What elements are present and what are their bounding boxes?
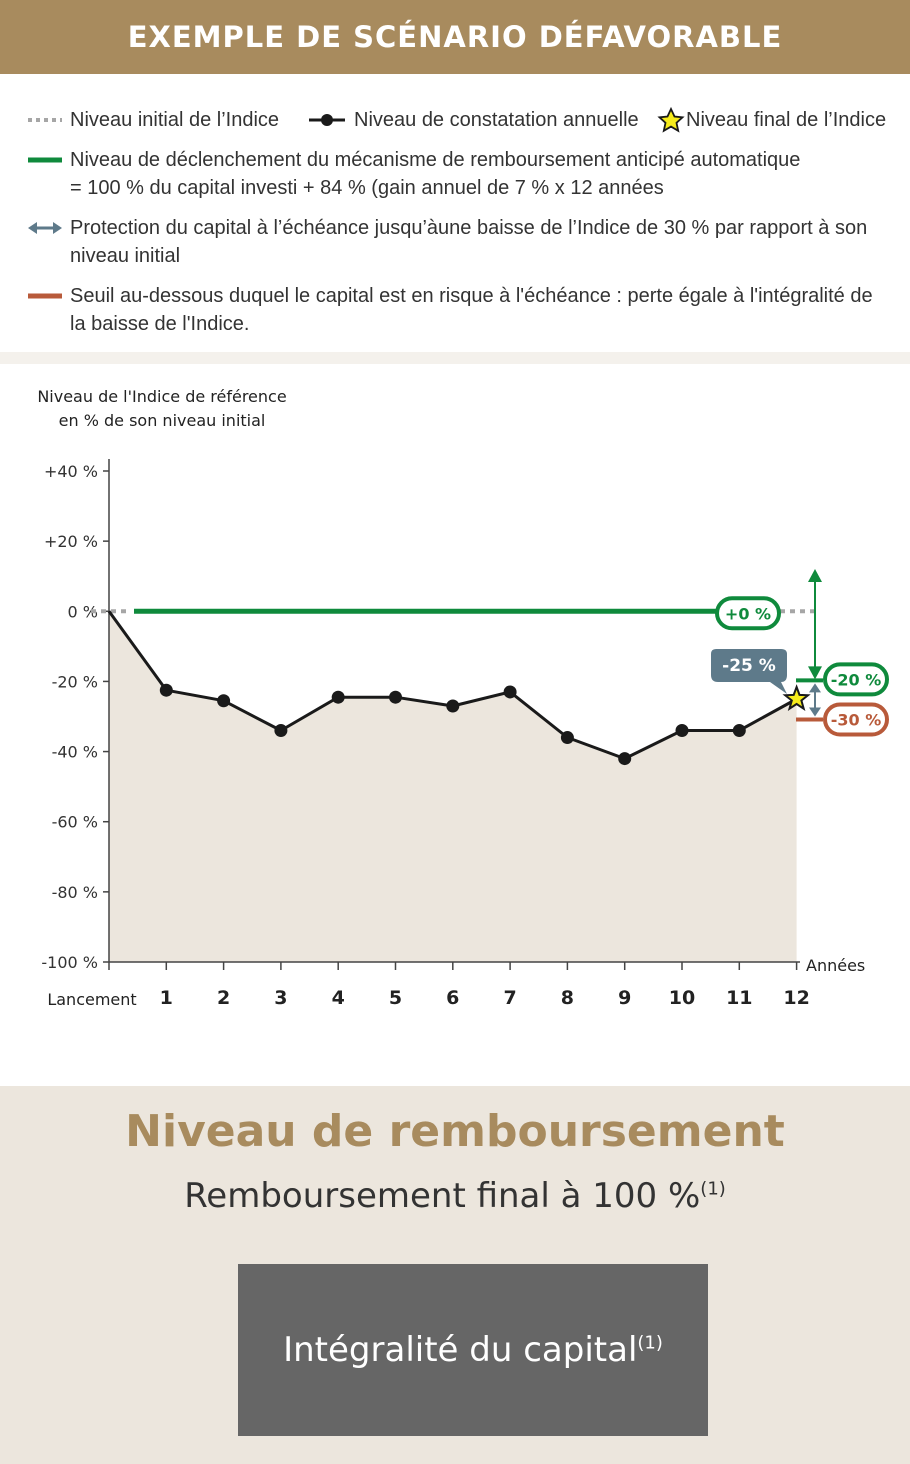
line-dot-icon	[309, 114, 345, 126]
legend-protection: Protection du capital à l’échéance jusqu…	[26, 214, 867, 270]
threshold-label-box	[823, 702, 889, 737]
y-tick-label: -60 %	[52, 813, 98, 832]
trigger-label-box	[715, 596, 781, 631]
data-point	[675, 724, 689, 738]
data-point	[331, 690, 345, 704]
footnote-ref: (1)	[637, 1332, 663, 1354]
x-tick-label-lancement: Lancement	[47, 990, 136, 1009]
red-line-icon	[28, 293, 62, 299]
data-point	[618, 752, 632, 766]
y-axis-title-2: en % de son niveau initial	[59, 411, 266, 430]
footnote-ref: (1)	[700, 1178, 726, 1200]
small-arrow-up	[809, 683, 821, 693]
repayment-title: Niveau de remboursement	[125, 1106, 785, 1157]
upper-label-box	[823, 662, 889, 697]
y-tick-label: -80 %	[52, 883, 98, 902]
trigger-label: +0 %	[725, 604, 771, 623]
data-point	[217, 694, 231, 708]
x-tick-label: 12	[783, 987, 809, 1009]
data-point	[446, 699, 460, 713]
protection-arrow-up	[808, 569, 822, 582]
data-point	[503, 685, 517, 699]
green-line-icon	[28, 157, 62, 163]
page-header: EXEMPLE DE SCÉNARIO DÉFAVORABLE	[0, 0, 910, 74]
data-point	[159, 683, 173, 697]
x-tick-label: 11	[726, 987, 752, 1009]
repayment-subtitle: Remboursement final à 100 %(1)	[184, 1176, 726, 1216]
final-callout-label: -25 %	[722, 656, 776, 676]
upper-label: -20 %	[831, 670, 882, 689]
protection-arrow-down	[808, 666, 822, 680]
x-axis-title: Années	[806, 956, 865, 975]
legend-initial: Niveau initial de l’Indice	[26, 106, 279, 134]
x-tick-label: 7	[503, 987, 516, 1009]
small-arrow-down	[809, 707, 821, 717]
x-tick-label: 1	[160, 987, 173, 1009]
threshold-label: -30 %	[831, 711, 882, 730]
legend-trigger: Niveau de déclenchement du mécanisme de …	[26, 146, 800, 202]
data-point	[732, 724, 746, 738]
y-tick-label: +40 %	[44, 462, 98, 481]
index-chart: Niveau de l'Indice de référence en % de …	[37, 387, 889, 1009]
capital-box: Intégralité du capital(1)	[238, 1264, 708, 1436]
legend-annual: Niveau de constatation annuelle	[306, 106, 639, 134]
y-tick-label: -20 %	[52, 672, 98, 691]
x-tick-label: 5	[389, 987, 402, 1009]
legend-threshold: Seuil au-dessous duquel le capital est e…	[26, 282, 873, 338]
y-tick-label: -40 %	[52, 743, 98, 762]
section-divider	[0, 352, 910, 364]
x-tick-label: 10	[669, 987, 695, 1009]
y-tick-label: 0 %	[68, 602, 98, 621]
x-tick-label: 6	[446, 987, 459, 1009]
final-star-marker	[782, 684, 811, 712]
x-tick-label: 2	[217, 987, 230, 1009]
repayment-section: Niveau de remboursement Remboursement fi…	[0, 1086, 910, 1464]
data-point	[389, 690, 402, 704]
star-icon	[657, 106, 685, 133]
data-point	[560, 731, 574, 745]
double-arrow-icon	[28, 222, 62, 234]
capital-text: Intégralité du capital(1)	[283, 1330, 663, 1370]
y-tick-label: +20 %	[44, 532, 98, 551]
x-tick-label: 4	[332, 987, 345, 1009]
final-callout-box	[711, 649, 787, 694]
x-tick-label: 9	[618, 987, 631, 1009]
legend-final: Niveau final de l’Indice	[656, 106, 886, 134]
data-point	[274, 724, 288, 738]
dotted-line-icon	[28, 118, 62, 122]
y-tick-label: -100 %	[41, 953, 98, 972]
legend: Niveau initial de l’Indice Niveau de con…	[0, 74, 910, 352]
x-tick-label: 3	[274, 987, 287, 1009]
y-axis-title-1: Niveau de l'Indice de référence	[37, 387, 286, 406]
x-tick-label: 8	[561, 987, 574, 1009]
page-title: EXEMPLE DE SCÉNARIO DÉFAVORABLE	[127, 20, 783, 54]
area-under-curve	[109, 611, 797, 962]
